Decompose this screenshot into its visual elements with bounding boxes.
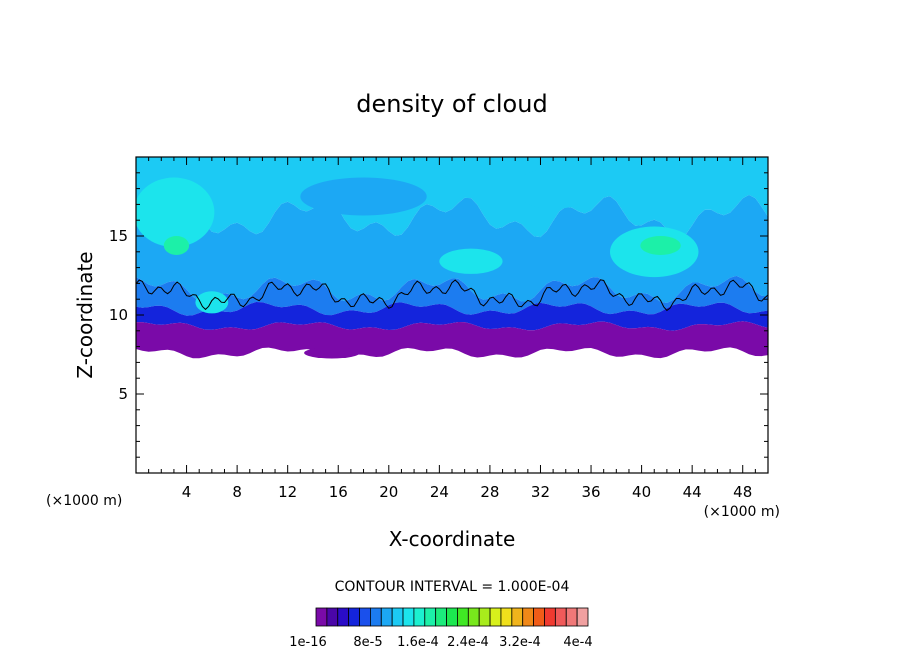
x-tick-label: 40 bbox=[632, 483, 651, 501]
colorbar-label: 3.2e-4 bbox=[499, 635, 541, 650]
colorbar-swatch bbox=[478, 607, 491, 627]
y-axis-label: Z-coordinate bbox=[73, 251, 97, 378]
band-base bbox=[136, 302, 768, 331]
x-tick-label: 32 bbox=[531, 483, 550, 501]
colorbar-swatch bbox=[522, 607, 534, 627]
field-patch bbox=[163, 236, 190, 255]
x-tick-label: 24 bbox=[430, 483, 449, 501]
colorbar-swatch bbox=[413, 607, 426, 627]
x-tick-label: 16 bbox=[329, 483, 348, 501]
colorbar-swatch bbox=[565, 607, 578, 627]
chart-title: density of cloud bbox=[356, 90, 547, 118]
colorbar-label: 1e-16 bbox=[289, 635, 327, 650]
colorbar-swatch bbox=[457, 607, 469, 627]
x-axis-unit: (×1000 m) bbox=[704, 504, 780, 520]
colorbar: 1e-16 8e-5 1.6e-4 2.4e-4 3.2e-4 4e-4 bbox=[289, 607, 593, 650]
colorbar-swatch bbox=[533, 607, 545, 627]
x-tick-label: 36 bbox=[581, 483, 600, 501]
colorbar-swatch bbox=[467, 607, 480, 627]
colorbar-swatch bbox=[446, 607, 458, 627]
colorbar-swatch bbox=[402, 607, 415, 627]
colorbar-swatch bbox=[544, 607, 556, 627]
colorbar-swatch bbox=[391, 607, 404, 627]
y-tick-label: 10 bbox=[109, 306, 128, 324]
field-patch bbox=[515, 168, 592, 210]
contour-line bbox=[136, 279, 768, 312]
band-lower bbox=[136, 275, 768, 316]
band-bottom bbox=[136, 321, 768, 359]
y-tick-label: 5 bbox=[118, 385, 128, 403]
field-patch bbox=[640, 236, 681, 255]
colorbar-swatch bbox=[424, 607, 437, 627]
x-tick-label: 4 bbox=[182, 483, 192, 501]
colorbar-swatch bbox=[511, 607, 524, 627]
colorbar-swatch bbox=[326, 607, 339, 627]
field-patch bbox=[439, 248, 503, 274]
colorbar-swatch bbox=[576, 607, 589, 627]
field-patch bbox=[136, 177, 215, 248]
z-axis-unit: (×1000 m) bbox=[46, 493, 122, 509]
contour-interval-text: CONTOUR INTERVAL = 1.000E-04 bbox=[335, 579, 570, 595]
colorbar-swatch bbox=[380, 607, 393, 627]
band-top bbox=[136, 157, 768, 239]
colorbar-swatch bbox=[369, 607, 382, 627]
x-tick-label: 28 bbox=[480, 483, 499, 501]
x-tick-label: 48 bbox=[733, 483, 752, 501]
x-tick-label: 12 bbox=[278, 483, 297, 501]
density-field bbox=[136, 157, 768, 359]
y-tick-label: 15 bbox=[109, 227, 128, 245]
x-tick-label: 20 bbox=[379, 483, 398, 501]
colorbar-swatch bbox=[337, 607, 350, 627]
colorbar-swatch bbox=[359, 607, 371, 627]
colorbar-swatch bbox=[435, 607, 447, 627]
colorbar-swatch bbox=[315, 607, 328, 627]
x-axis-label: X-coordinate bbox=[389, 527, 516, 551]
colorbar-swatch bbox=[489, 607, 502, 627]
x-tick-label: 44 bbox=[683, 483, 702, 501]
x-tick-label: 8 bbox=[232, 483, 242, 501]
band-mid bbox=[136, 194, 768, 303]
field-patch bbox=[304, 347, 360, 359]
colorbar-label: 2.4e-4 bbox=[447, 635, 489, 650]
colorbar-label: 8e-5 bbox=[353, 635, 382, 650]
colorbar-swatch bbox=[348, 607, 360, 627]
colorbar-swatch bbox=[500, 607, 513, 627]
colorbar-swatch bbox=[554, 607, 567, 627]
colorbar-label: 1.6e-4 bbox=[397, 635, 439, 650]
colorbar-label: 4e-4 bbox=[563, 635, 592, 650]
field-patch bbox=[300, 177, 427, 216]
